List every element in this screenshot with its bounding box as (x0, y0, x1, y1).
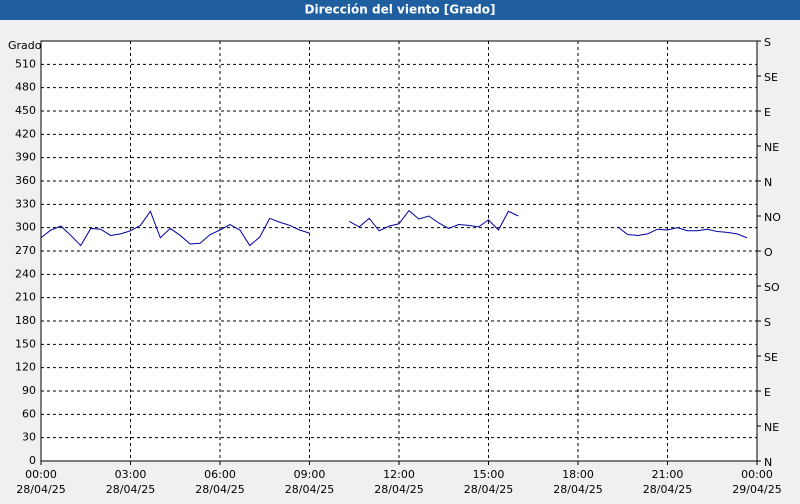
y-tick-label: 30 (22, 431, 36, 444)
title-bar (0, 0, 800, 20)
x-tick-label: 28/04/25 (285, 483, 334, 496)
y2-tick-label: S (764, 36, 771, 49)
y2-tick-label: NO (764, 211, 781, 224)
x-tick-label: 00:00 (25, 468, 57, 481)
chart-title: Dirección del viento [Grado] (305, 3, 496, 17)
x-tick-label: 09:00 (294, 468, 326, 481)
y-tick-label: 270 (15, 244, 36, 257)
y-tick-label: 150 (15, 337, 36, 350)
y-tick-label: 510 (15, 57, 36, 70)
y2-tick-label: N (764, 176, 772, 189)
y2-tick-label: O (764, 246, 773, 259)
y-tick-label: 180 (15, 314, 36, 327)
x-tick-label: 28/04/25 (553, 483, 602, 496)
y2-tick-label: NE (764, 141, 779, 154)
x-tick-label: 29/04/25 (732, 483, 781, 496)
y2-tick-label: SO (764, 281, 780, 294)
y-tick-label: 450 (15, 104, 36, 117)
x-tick-label: 03:00 (115, 468, 147, 481)
y2-tick-label: NE (764, 421, 779, 434)
y2-tick-label: E (764, 106, 771, 119)
y-tick-label: 210 (15, 291, 36, 304)
y-tick-label: 420 (15, 127, 36, 140)
x-tick-label: 28/04/25 (464, 483, 513, 496)
x-tick-label: 21:00 (652, 468, 684, 481)
y-axis-label: Grado (8, 39, 42, 52)
y-tick-label: 480 (15, 81, 36, 94)
x-tick-label: 06:00 (204, 468, 236, 481)
x-tick-label: 28/04/25 (374, 483, 423, 496)
y-tick-label: 60 (22, 407, 36, 420)
x-tick-label: 00:00 (741, 468, 773, 481)
x-tick-label: 28/04/25 (106, 483, 155, 496)
y-tick-label: 300 (15, 221, 36, 234)
y-tick-label: 390 (15, 151, 36, 164)
y-tick-label: 360 (15, 174, 36, 187)
y-tick-label: 330 (15, 197, 36, 210)
y2-tick-label: SE (764, 71, 778, 84)
y-tick-label: 120 (15, 361, 36, 374)
y-tick-label: 0 (29, 454, 36, 467)
x-tick-label: 28/04/25 (643, 483, 692, 496)
y2-tick-label: N (764, 456, 772, 469)
x-tick-label: 15:00 (473, 468, 505, 481)
x-tick-label: 12:00 (383, 468, 415, 481)
y-tick-label: 90 (22, 384, 36, 397)
y2-tick-label: SE (764, 351, 778, 364)
y2-tick-label: S (764, 316, 771, 329)
y2-tick-label: E (764, 386, 771, 399)
line-series (40, 209, 748, 247)
x-tick-label: 18:00 (562, 468, 594, 481)
x-tick-label: 28/04/25 (16, 483, 65, 496)
y-tick-label: 240 (15, 267, 36, 280)
x-tick-label: 28/04/25 (195, 483, 244, 496)
